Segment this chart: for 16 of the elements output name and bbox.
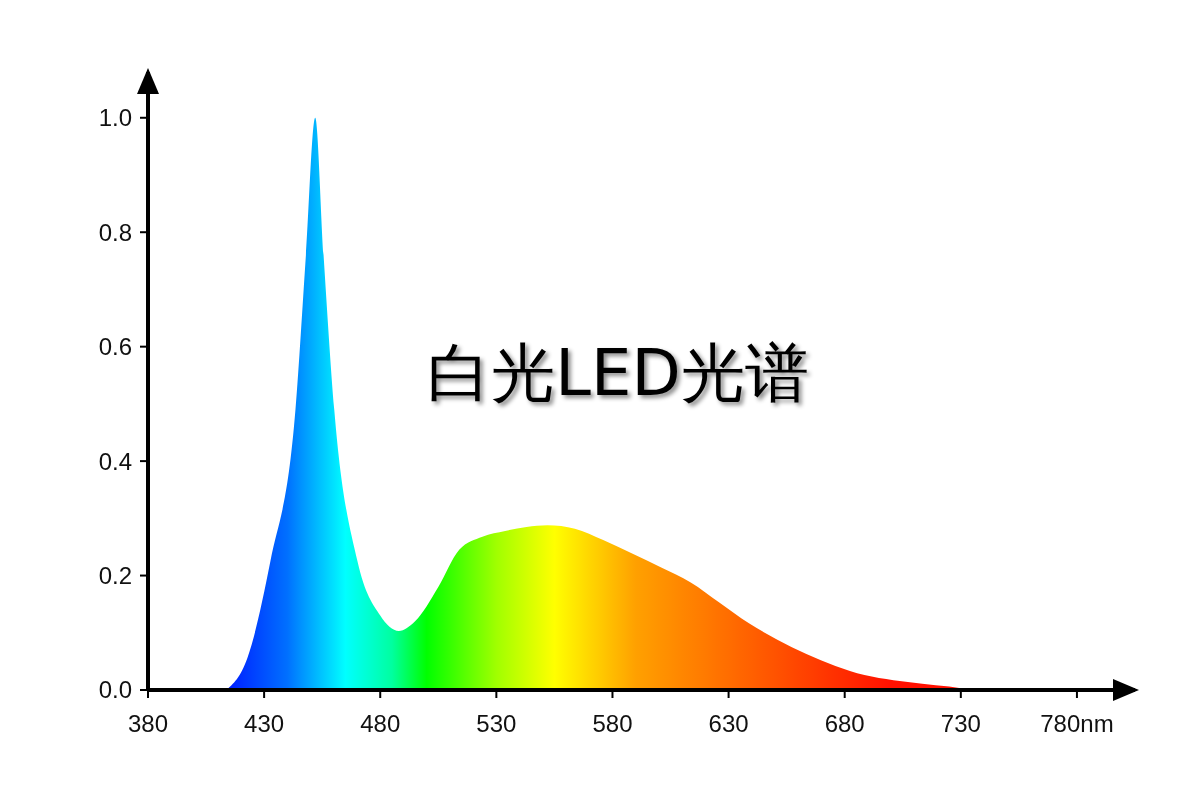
x-tick-label: 730 <box>940 710 981 737</box>
y-tick-label: 1.0 <box>98 104 132 132</box>
y-tick-label: 0.4 <box>98 447 132 475</box>
y-tick-label: 0.0 <box>98 676 132 704</box>
y-tick-label: 0.6 <box>98 333 132 361</box>
y-tick-label: 0.2 <box>98 561 132 589</box>
x-tick-label: 430 <box>244 710 285 737</box>
x-tick-label: 530 <box>476 710 517 737</box>
x-tick-label: 480 <box>360 710 401 737</box>
x-tick-label: 680 <box>824 710 865 737</box>
text: 白光LED光谱 <box>427 336 809 410</box>
y-tick-label: 0.8 <box>98 218 132 246</box>
x-tick-label: 630 <box>708 710 749 737</box>
x-tick-label: 380 <box>127 710 169 737</box>
x-tick-label: 580 <box>592 710 633 737</box>
x-tick-label: 780nm <box>1040 710 1114 737</box>
